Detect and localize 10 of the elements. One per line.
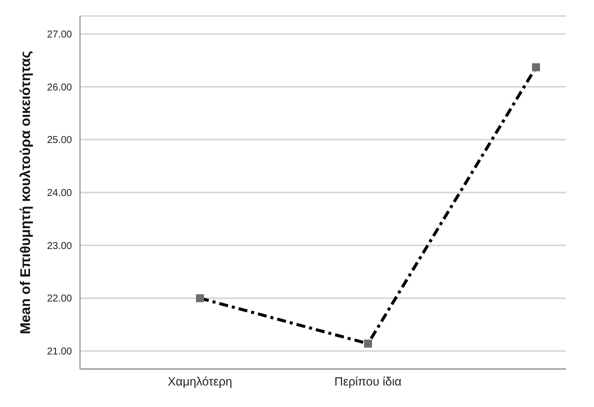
y-tick-label: 26.00 [46, 82, 72, 94]
y-tick-label: 22.00 [46, 294, 72, 305]
y-tick-label: 27.00 [46, 30, 72, 41]
y-axis-title: Mean of Επιθυμητή κουλτούρα οικειότητας [16, 50, 33, 334]
x-tick-label: Χαμηλότερη [168, 374, 232, 389]
y-tick-label: 21.00 [46, 346, 72, 358]
y-tick-label: 24.00 [46, 188, 72, 200]
y-tick-label: 23.00 [46, 240, 72, 252]
y-tick-label: 25.00 [46, 135, 72, 146]
x-tick-label: Περίπου ίδια [334, 374, 402, 389]
